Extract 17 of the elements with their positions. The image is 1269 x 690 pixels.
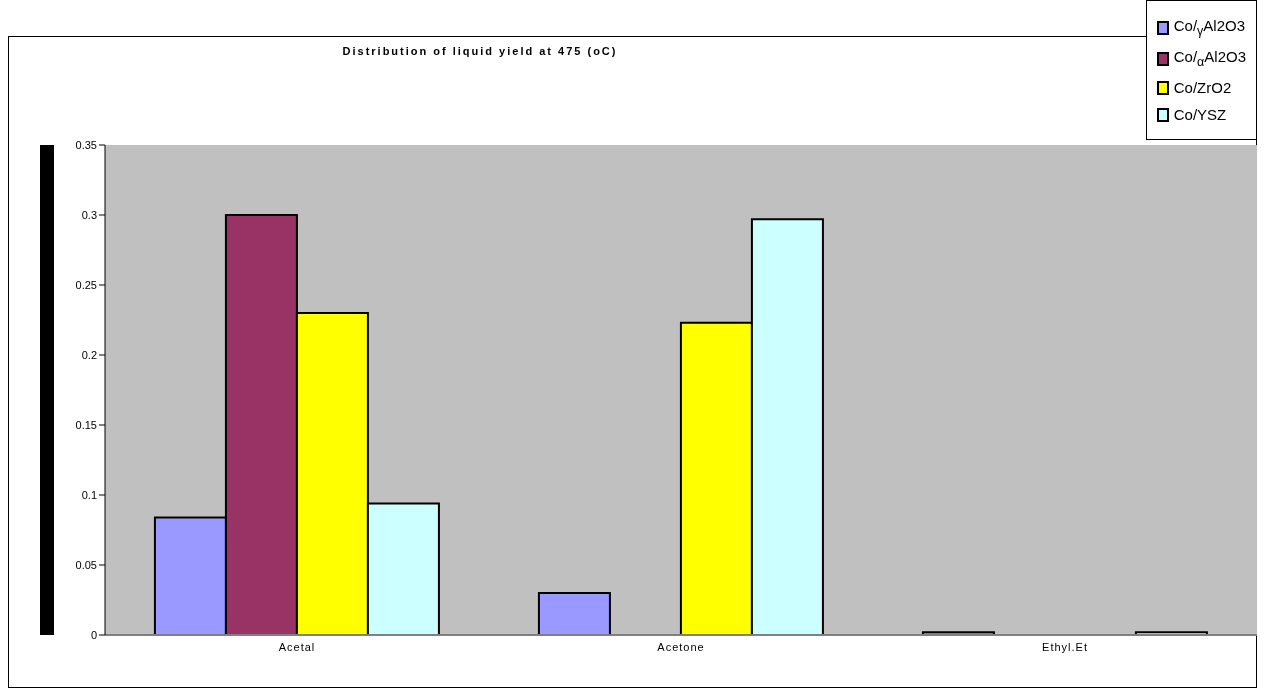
x-tick-label: Acetone: [657, 640, 705, 653]
y-tick-label: 0.1: [81, 488, 97, 501]
legend-label: Co/YSZ: [1173, 106, 1227, 123]
y-tick-label: 0.25: [75, 278, 97, 291]
y-tick-label: 0.15: [75, 418, 97, 431]
y-tick-label: 0.05: [75, 558, 97, 571]
legend-label: Co/$_{γ}$Al2O3: [1173, 17, 1246, 38]
y-tick-label: 0.2: [81, 348, 97, 361]
legend-label: Co/$_{α}$Al2O3: [1173, 48, 1246, 69]
y-tick-label: 0.35: [75, 138, 97, 151]
chart-title: Distribution of liquid yield at 475 (oC): [341, 45, 619, 57]
legend-label: Co/ZrO2: [1173, 79, 1232, 96]
x-tick-label: Ethyl.Et: [1042, 640, 1088, 653]
bar: [537, 592, 611, 635]
y-tick-label: 0.3: [81, 208, 97, 221]
y-tick-label: 0: [90, 628, 97, 641]
x-tick-label: Acetal: [278, 640, 316, 653]
